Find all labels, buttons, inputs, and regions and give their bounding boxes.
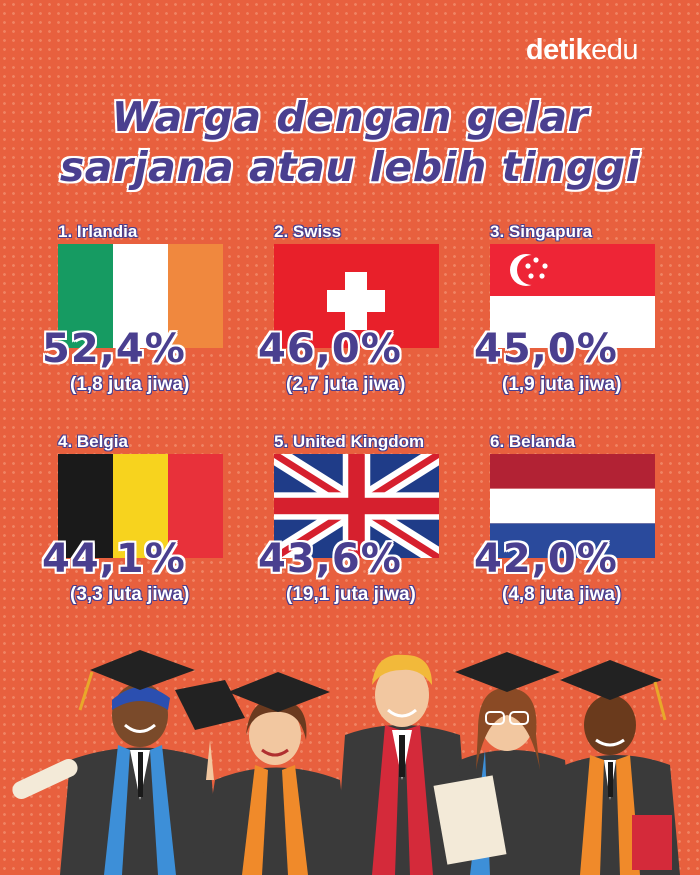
- switzerland-flag-icon: [274, 244, 439, 348]
- percent-value: 52,4%: [42, 326, 186, 372]
- population-value: (1,8 juta jiwa): [70, 374, 190, 395]
- uk-flag-icon: [274, 454, 439, 558]
- title-line-2: sarjana atau lebih tinggi: [59, 142, 641, 192]
- population-value: (19,1 juta jiwa): [286, 584, 416, 605]
- page-title: Warga dengan gelar sarjana atau lebih ti…: [0, 92, 700, 192]
- percent-value: 45,0%: [474, 326, 618, 372]
- country-label: 4. Belgia: [58, 432, 128, 451]
- percent-value: 43,6%: [258, 536, 402, 582]
- title-line-1: Warga dengan gelar: [111, 92, 589, 142]
- country-label: 6. Belanda: [490, 432, 576, 451]
- graduate-figure: [12, 650, 220, 875]
- brand-logo: detikedu: [525, 34, 639, 66]
- singapore-flag-icon: [490, 244, 655, 348]
- percent-value: 42,0%: [474, 536, 618, 582]
- country-label: 2. Swiss: [274, 222, 342, 241]
- belgium-flag-icon: [58, 454, 223, 558]
- country-label: 3. Singapura: [490, 222, 593, 241]
- country-label: 5. United Kingdom: [274, 432, 425, 451]
- graduates-illustration: [12, 650, 680, 875]
- population-value: (2,7 juta jiwa): [286, 374, 406, 395]
- graduate-figure: [175, 672, 350, 875]
- graduate-figure: [555, 660, 680, 875]
- percent-value: 44,1%: [42, 536, 186, 582]
- percent-value: 46,0%: [258, 326, 402, 372]
- ireland-flag-icon: [58, 244, 223, 348]
- population-value: (1,9 juta jiwa): [502, 374, 622, 395]
- graduate-figure: [335, 654, 470, 875]
- population-value: (4,8 juta jiwa): [502, 584, 622, 605]
- country-label: 1. Irlandia: [58, 222, 138, 241]
- graduate-figure: [433, 652, 575, 875]
- population-value: (3,3 juta jiwa): [70, 584, 190, 605]
- netherlands-flag-icon: [490, 454, 655, 558]
